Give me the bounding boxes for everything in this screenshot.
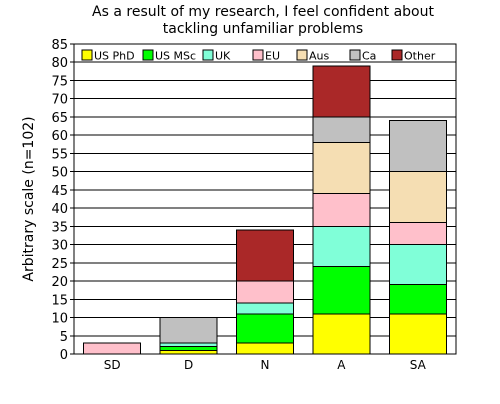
y-tick-label: 60 [51,129,68,144]
bar-segment [312,65,371,118]
legend-label: Ca [362,50,376,63]
y-tick-label: 45 [51,184,68,199]
legend-label: UK [215,50,231,63]
y-tick-label: 75 [51,74,68,89]
bar-segment [388,171,447,224]
bar-segment [388,222,447,246]
y-tick-label: 80 [51,56,68,71]
legend: US PhD US MSc UK EU Aus Ca Other [81,49,436,63]
x-tick-label: N [261,358,270,372]
legend-swatch [81,49,93,61]
y-tick-label: 55 [51,147,68,162]
bar-segment [312,265,371,315]
bar-segment [236,313,294,344]
y-tick-label: 25 [51,257,68,272]
y-axis-label: Arbitrary scale (n=102) [21,116,37,281]
legend-swatch [252,49,264,61]
y-tick-label: 40 [51,202,68,217]
legend-label: US PhD [94,50,135,63]
chart-title-line-2: tackling unfamiliar problems [163,21,363,37]
y-tick-label: 70 [51,93,68,108]
y-tick-label: 50 [51,166,68,181]
y-tick-label: 30 [51,239,68,254]
legend-label: US MSc [155,50,196,63]
x-tick-label: SD [104,358,121,372]
bar-segment [83,342,142,355]
legend-swatch [142,49,154,61]
plot-frame [73,43,457,355]
bar-segment [159,342,218,348]
y-tick-label: 0 [60,348,68,363]
axes: SD D N A SA 0 5 10 15 20 25 30 35 40 45 50 55 60 65 70 75 80 8… [51,38,457,372]
x-tick-label: A [337,358,346,372]
legend-label: EU [265,50,280,63]
bar-segment [236,280,294,304]
bar-segment [388,313,447,355]
bar-segment [159,349,218,355]
bar-segment [312,225,371,267]
bar-segment [236,302,294,315]
bars [83,65,447,355]
bar-segment [159,346,218,351]
bar-segment [388,284,447,315]
legend-swatch [296,49,308,61]
bar-segment [159,317,218,344]
bar-segment [388,120,447,173]
bar-segment [312,313,371,355]
bar-segment [312,141,371,195]
y-tick-label: 5 [60,330,68,345]
legend-label: Aus [309,50,329,63]
bar-segment [236,229,294,282]
legend-swatch [202,49,214,61]
bar-segment [236,342,294,355]
y-tick-label: 65 [51,111,68,126]
y-tick-label: 35 [51,220,68,235]
y-tick-label: 15 [51,293,68,308]
bar-segment [312,116,371,143]
y-tick-label: 85 [51,38,68,53]
bar-segment [312,193,371,227]
x-tick-label: D [184,358,193,372]
legend-label: Other [404,50,436,63]
chart-title-line-1: As a result of my research, I feel confi… [92,4,434,20]
bar-segment [388,244,447,286]
y-tick-label: 20 [51,275,68,290]
legend-swatch [391,49,403,61]
y-tick-label: 10 [51,312,68,327]
legend-swatch [349,49,361,61]
x-tick-label: SA [410,358,427,372]
